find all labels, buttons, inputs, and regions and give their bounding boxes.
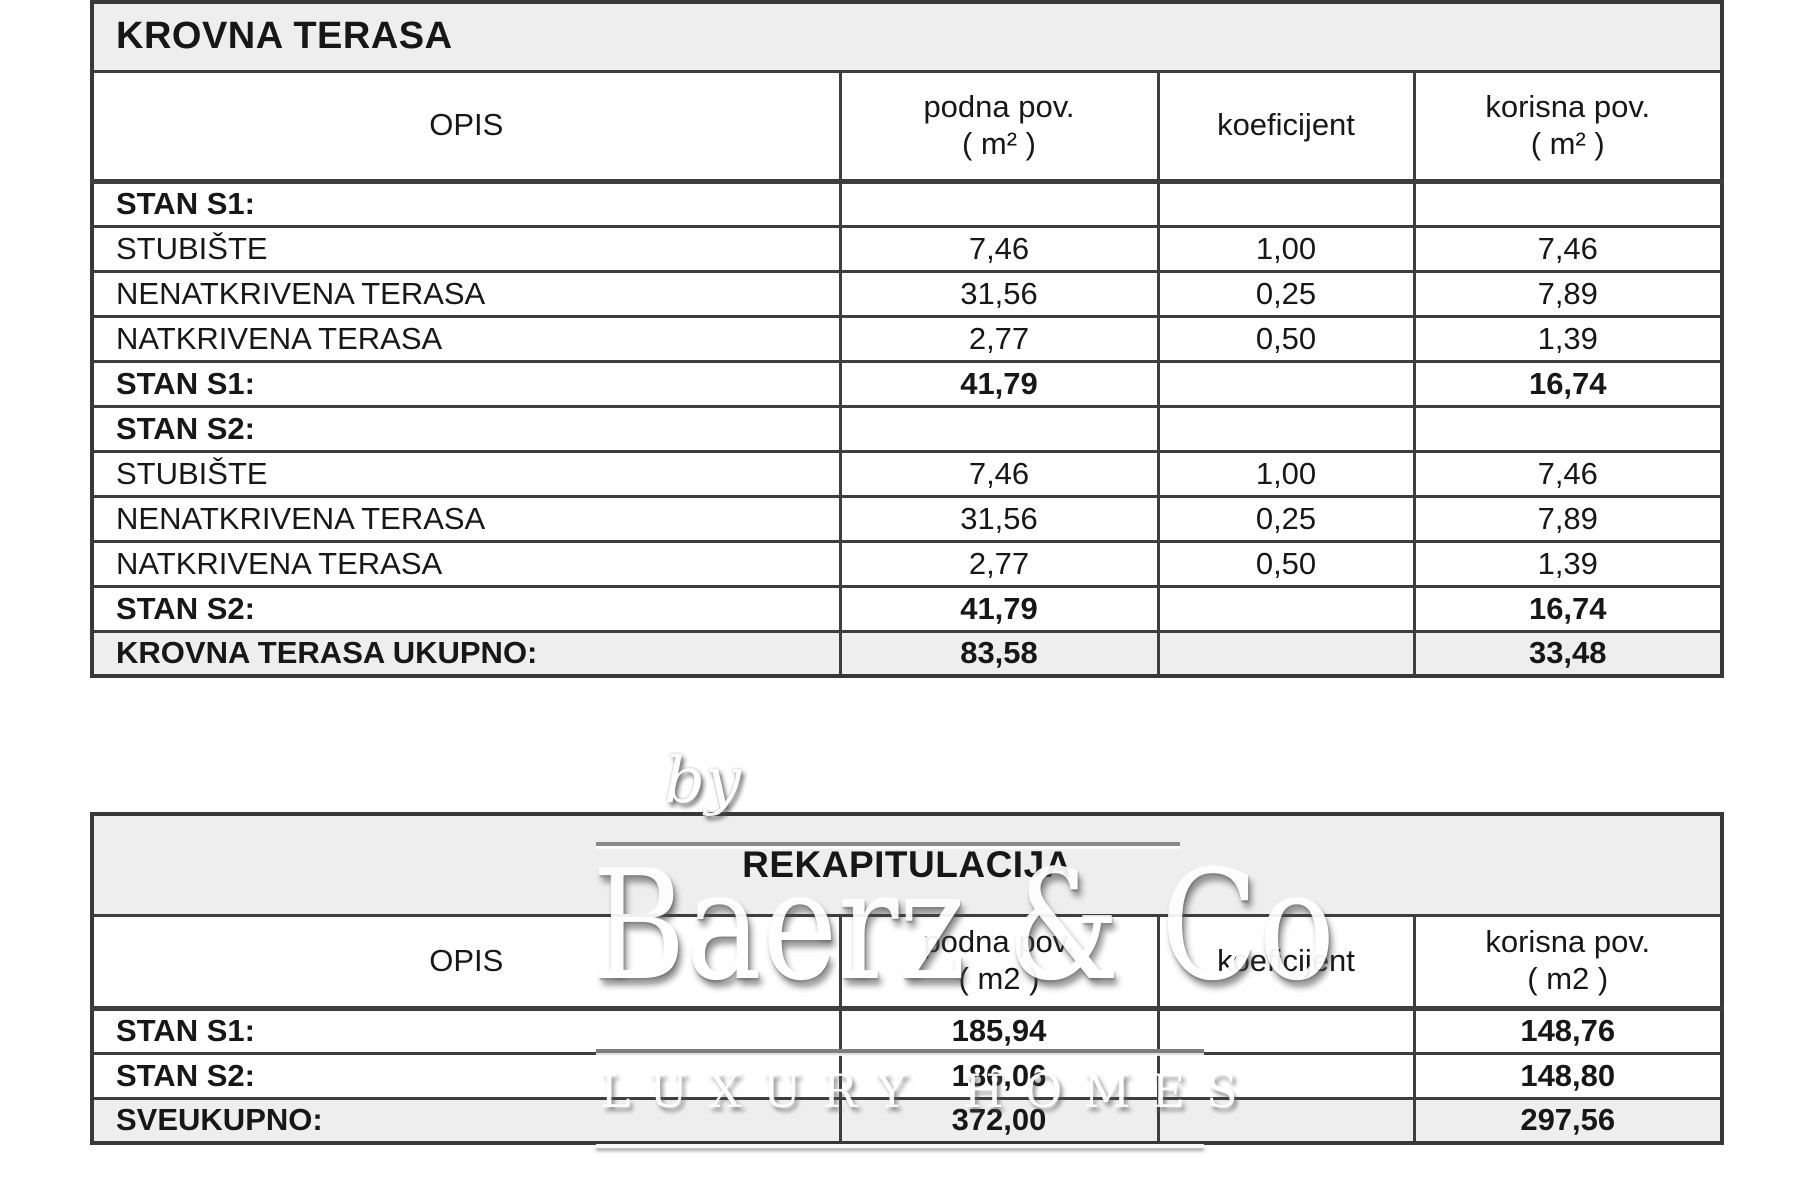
cell-korisna: 7,89 (1412, 494, 1724, 543)
cell-koef: 0,25 (1156, 494, 1416, 543)
cell-koef (1156, 179, 1416, 228)
cell-koef (1156, 359, 1416, 408)
cell-opis: STUBIŠTE (90, 449, 842, 498)
cell-podna (838, 179, 1160, 228)
table1-header-korisna: korisna pov. ( m² ) (1412, 69, 1724, 184)
cell-korisna (1412, 404, 1724, 453)
cell-koef: 1,00 (1156, 449, 1416, 498)
cell-podna: 2,77 (838, 314, 1160, 363)
table-row: STUBIŠTE 7,46 1,00 7,46 (90, 224, 1724, 273)
header-line1: korisna pov. (1485, 924, 1651, 960)
cell-podna: 2,77 (838, 539, 1160, 588)
cell-podna: 41,79 (838, 584, 1160, 633)
table1-header-podna: podna pov. ( m² ) (838, 69, 1160, 184)
table1-header-row: OPIS podna pov. ( m² ) koeficijent koris… (90, 69, 1724, 184)
cell-koef (1156, 404, 1416, 453)
cell-koef: 1,00 (1156, 224, 1416, 273)
cell-koef (1156, 1006, 1416, 1055)
table-row: NATKRIVENA TERASA 2,77 0,50 1,39 (90, 314, 1724, 363)
cell-podna (838, 404, 1160, 453)
cell-korisna: 16,74 (1412, 359, 1724, 408)
cell-korisna: 7,46 (1412, 224, 1724, 273)
cell-opis: NENATKRIVENA TERASA (90, 494, 842, 543)
table2-header-koeficijent: koeficijent (1156, 913, 1416, 1011)
rekapitulacija-table: REKAPITULACIJA OPIS podna pov. ( m2 ) ko… (90, 812, 1724, 1145)
table2-header-row: OPIS podna pov. ( m2 ) koeficijent koris… (90, 913, 1724, 1011)
cell-opis: NATKRIVENA TERASA (90, 314, 842, 363)
table2-title-row: REKAPITULACIJA (90, 812, 1724, 917)
header-line2: ( m2 ) (958, 961, 1040, 996)
cell-opis: STAN S1: (90, 1006, 842, 1055)
cell-korisna: 1,39 (1412, 314, 1724, 363)
cell-podna: 372,00 (838, 1096, 1160, 1145)
cell-opis: STAN S2: (90, 584, 842, 633)
table-row: STAN S1: 185,94 148,76 (90, 1006, 1724, 1055)
header-line2: ( m² ) (1530, 125, 1605, 161)
watermark-by-text: by (664, 744, 742, 818)
cell-podna: 7,46 (838, 224, 1160, 273)
table2-header-korisna: korisna pov. ( m2 ) (1412, 913, 1724, 1011)
cell-korisna: 148,80 (1412, 1051, 1724, 1100)
table-row: NATKRIVENA TERASA 2,77 0,50 1,39 (90, 539, 1724, 588)
cell-koef (1156, 584, 1416, 633)
table1-header-opis: OPIS (90, 69, 842, 184)
cell-podna: 83,58 (838, 629, 1160, 678)
cell-podna: 185,94 (838, 1006, 1160, 1055)
krovna-terasa-table: KROVNA TERASA OPIS podna pov. ( m² ) koe… (90, 0, 1724, 678)
cell-korisna: 7,46 (1412, 449, 1724, 498)
table1-header-koeficijent: koeficijent (1156, 69, 1416, 184)
cell-korisna: 148,76 (1412, 1006, 1724, 1055)
header-line2: ( m² ) (961, 125, 1037, 161)
cell-koef (1156, 1051, 1416, 1100)
cell-opis: KROVNA TERASA UKUPNO: (90, 629, 842, 678)
header-line2: ( m2 ) (1527, 961, 1609, 996)
cell-korisna (1412, 179, 1724, 228)
table2-title: REKAPITULACIJA (90, 812, 1724, 917)
table2-header-opis: OPIS (90, 913, 842, 1011)
table1-title: KROVNA TERASA (90, 0, 1724, 73)
header-line1: korisna pov. (1485, 88, 1651, 124)
cell-podna: 31,56 (838, 494, 1160, 543)
cell-opis: NENATKRIVENA TERASA (90, 269, 842, 318)
cell-koef: 0,50 (1156, 314, 1416, 363)
table1-title-row: KROVNA TERASA (90, 0, 1724, 73)
cell-koef (1156, 1096, 1416, 1145)
table-row: STAN S2: (90, 404, 1724, 453)
table-row-total: KROVNA TERASA UKUPNO: 83,58 33,48 (90, 629, 1724, 678)
cell-opis: STAN S2: (90, 404, 842, 453)
cell-podna: 31,56 (838, 269, 1160, 318)
cell-koef: 0,50 (1156, 539, 1416, 588)
cell-koef (1156, 629, 1416, 678)
cell-korisna: 7,89 (1412, 269, 1724, 318)
table-row-total: SVEUKUPNO: 372,00 297,56 (90, 1096, 1724, 1145)
cell-podna: 186,06 (838, 1051, 1160, 1100)
cell-koef: 0,25 (1156, 269, 1416, 318)
table-row: NENATKRIVENA TERASA 31,56 0,25 7,89 (90, 494, 1724, 543)
table-row: STAN S2: 186,06 148,80 (90, 1051, 1724, 1100)
cell-opis: NATKRIVENA TERASA (90, 539, 842, 588)
cell-opis: STAN S2: (90, 1051, 842, 1100)
cell-korisna: 16,74 (1412, 584, 1724, 633)
cell-opis: STAN S1: (90, 179, 842, 228)
table-row: STAN S1: (90, 179, 1724, 228)
cell-opis: STAN S1: (90, 359, 842, 408)
table-row: STAN S2: 41,79 16,74 (90, 584, 1724, 633)
table2-header-podna: podna pov. ( m2 ) (838, 913, 1160, 1011)
table-row: STUBIŠTE 7,46 1,00 7,46 (90, 449, 1724, 498)
table-row: NENATKRIVENA TERASA 31,56 0,25 7,89 (90, 269, 1724, 318)
cell-korisna: 33,48 (1412, 629, 1724, 678)
table-row: STAN S1: 41,79 16,74 (90, 359, 1724, 408)
header-line1: podna pov. (923, 924, 1075, 960)
cell-opis: STUBIŠTE (90, 224, 842, 273)
header-line1: podna pov. (923, 88, 1075, 124)
cell-podna: 41,79 (838, 359, 1160, 408)
cell-podna: 7,46 (838, 449, 1160, 498)
cell-korisna: 1,39 (1412, 539, 1724, 588)
cell-korisna: 297,56 (1412, 1096, 1724, 1145)
cell-opis: SVEUKUPNO: (90, 1096, 842, 1145)
